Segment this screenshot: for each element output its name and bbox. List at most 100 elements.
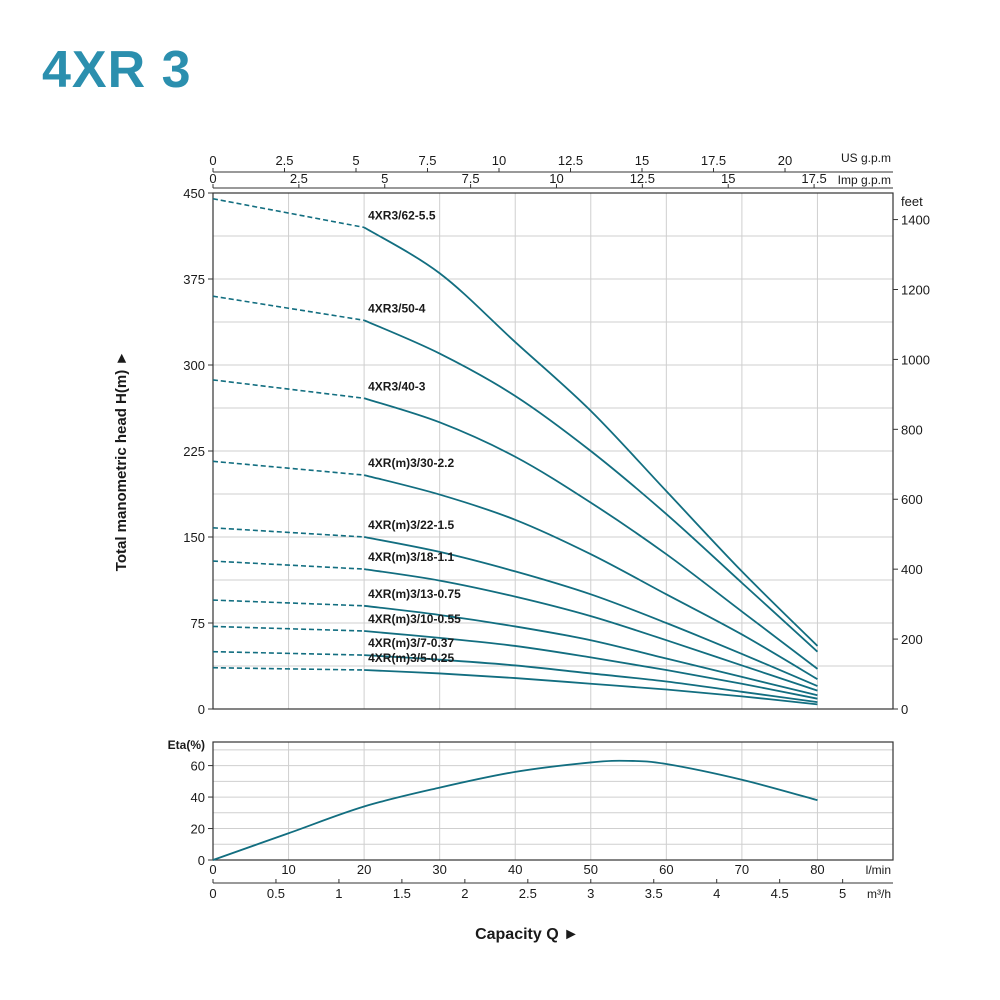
series-label: 4XR3/62-5.5 (368, 208, 436, 222)
lmin-tick-label: 60 (659, 862, 673, 877)
series-4XR3/50-4 (212, 295, 819, 653)
head-y-tick-label: 375 (183, 272, 205, 287)
series-dashed-segment (212, 379, 365, 400)
series-dashed-segment (212, 560, 365, 570)
lmin-axis-title: l/min (866, 863, 891, 877)
axes (208, 168, 898, 884)
series-4XR(m)3/13-0.75 (212, 599, 818, 697)
m3h-axis-title: m³/h (867, 887, 891, 901)
lmin-tick-label: 70 (735, 862, 749, 877)
head-y-tick-label: 150 (183, 530, 205, 545)
imp-gpm-axis-title: Imp g.p.m (838, 173, 891, 187)
efficiency-curve (212, 759, 818, 861)
m3h-tick-label: 4.5 (771, 886, 789, 901)
imp-gpm-tick-label: 12.5 (630, 171, 655, 186)
head-y-tick-label: 75 (191, 616, 205, 631)
series-solid-segment (364, 630, 818, 700)
series-dashed-segment (212, 295, 365, 322)
m3h-tick-label: 4 (713, 886, 720, 901)
head-y-axis-title: Total manometric head H(m) ► (113, 351, 130, 571)
imp-gpm-tick-label: 2.5 (290, 171, 308, 186)
lmin-tick-label: 80 (810, 862, 824, 877)
feet-tick-label: 600 (901, 492, 923, 507)
series-4XR(m)3/30-2.2 (212, 460, 818, 680)
us-gpm-tick-label: 10 (492, 153, 506, 168)
m3h-tick-label: 0.5 (267, 886, 285, 901)
series-label: 4XR(m)3/18-1.1 (368, 550, 454, 564)
series-label: 4XR(m)3/5-0.25 (368, 651, 454, 665)
series-label: 4XR(m)3/13-0.75 (368, 587, 461, 601)
series-4XR(m)3/5-0.25 (212, 666, 818, 706)
m3h-tick-label: 0 (209, 886, 216, 901)
data-series (212, 197, 819, 861)
series-solid-segment (363, 536, 818, 687)
m3h-tick-label: 3.5 (645, 886, 663, 901)
feet-tick-label: 1000 (901, 352, 930, 367)
imp-gpm-tick-label: 15 (721, 171, 735, 186)
series-solid-segment (363, 568, 818, 692)
eta-plot-frame (212, 741, 894, 861)
eta-y-tick-label: 60 (191, 759, 205, 774)
us-gpm-tick-label: 5 (352, 153, 359, 168)
series-solid-segment (363, 226, 819, 647)
series-label: 4XR(m)3/22-1.5 (368, 518, 454, 532)
m3h-tick-label: 1 (335, 886, 342, 901)
imp-gpm-tick-label: 17.5 (801, 171, 826, 186)
imp-gpm-tick-label: 5 (381, 171, 388, 186)
feet-tick-label: 1200 (901, 282, 930, 297)
m3h-tick-label: 2.5 (519, 886, 537, 901)
head-y-tick-label: 450 (183, 186, 205, 201)
series-dashed-segment (212, 666, 365, 671)
us-gpm-tick-label: 2.5 (275, 153, 293, 168)
series-dashed-segment (212, 460, 365, 476)
lmin-tick-label: 20 (357, 862, 371, 877)
series-label: 4XR3/50-4 (368, 301, 426, 315)
series-label: 4XR(m)3/10-0.55 (368, 612, 461, 626)
us-gpm-axis-title: US g.p.m (841, 151, 891, 165)
us-gpm-tick-label: 17.5 (701, 153, 726, 168)
us-gpm-tick-label: 7.5 (418, 153, 436, 168)
us-gpm-tick-label: 12.5 (558, 153, 583, 168)
series-4XR3/62-5.5 (212, 197, 819, 647)
series-solid-segment (364, 654, 818, 704)
m3h-tick-label: 3 (587, 886, 594, 901)
us-gpm-tick-label: 15 (635, 153, 649, 168)
feet-tick-label: 1400 (901, 213, 930, 228)
series-dashed-segment (212, 625, 365, 632)
feet-tick-label: 400 (901, 562, 923, 577)
m3h-tick-label: 5 (839, 886, 846, 901)
lmin-tick-label: 30 (432, 862, 446, 877)
eta-y-tick-label: 20 (191, 822, 205, 837)
capacity-axis-title: Capacity Q ► (475, 926, 579, 943)
series-solid-segment (364, 604, 818, 697)
imp-gpm-tick-label: 10 (549, 171, 563, 186)
feet-tick-label: 0 (901, 702, 908, 717)
eta-y-tick-label: 0 (198, 853, 205, 868)
series-label: 4XR(m)3/30-2.2 (368, 456, 454, 470)
series-4XR(m)3/18-1.1 (212, 560, 818, 692)
series-solid-segment (363, 397, 818, 670)
series-4XR3/40-3 (212, 379, 818, 670)
lmin-tick-label: 0 (209, 862, 216, 877)
series-4XR(m)3/10-0.55 (212, 625, 818, 700)
series-dashed-segment (212, 650, 365, 656)
lmin-tick-label: 50 (584, 862, 598, 877)
feet-tick-label: 800 (901, 422, 923, 437)
us-gpm-tick-label: 20 (778, 153, 792, 168)
series-label: 4XR(m)3/7-0.37 (368, 636, 454, 650)
grid-lines (212, 192, 894, 861)
lmin-tick-label: 40 (508, 862, 522, 877)
m3h-tick-label: 2 (461, 886, 468, 901)
series-4XR(m)3/22-1.5 (212, 527, 818, 687)
page-title: 4XR 3 (42, 41, 192, 99)
series-solid-segment (363, 474, 818, 680)
series-solid-segment (363, 319, 819, 653)
feet-tick-label: 200 (901, 632, 923, 647)
head-y-tick-label: 300 (183, 358, 205, 373)
m3h-tick-label: 1.5 (393, 886, 411, 901)
series-label: 4XR3/40-3 (368, 379, 426, 393)
eta-y-tick-label: 40 (191, 790, 205, 805)
series-dashed-segment (212, 599, 365, 607)
eta-axis-title: Eta(%) (168, 738, 205, 752)
